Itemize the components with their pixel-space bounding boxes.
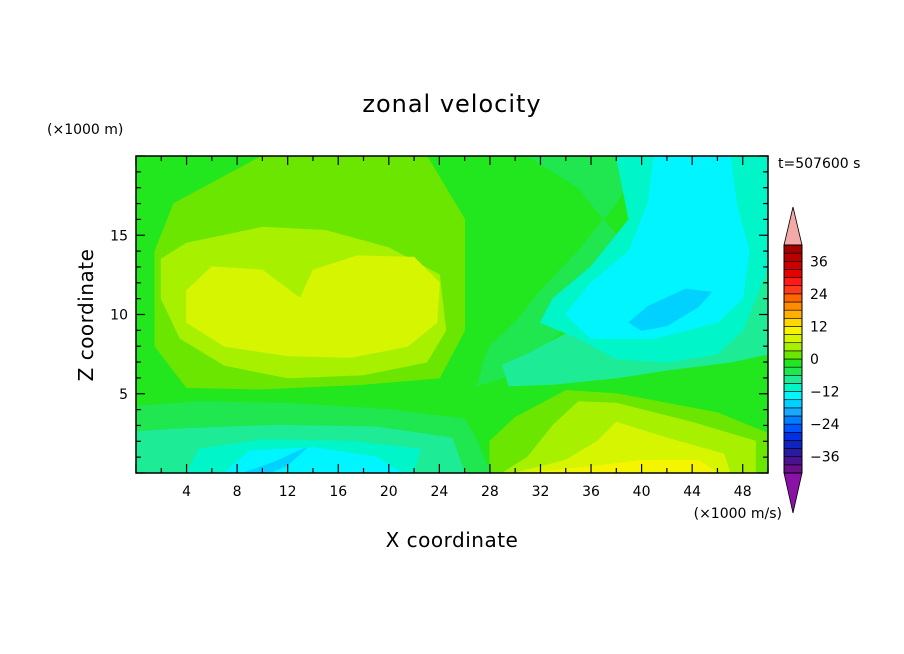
colorbar-swatch — [783, 244, 803, 254]
colorbar-swatch — [783, 407, 803, 417]
colorbar-swatch — [783, 415, 803, 425]
y-axis-label: Z coordinate — [74, 249, 98, 382]
colorbar-label: −12 — [810, 385, 840, 401]
colorbar-swatch — [783, 301, 803, 311]
x-tick-label: 12 — [279, 484, 297, 500]
colorbar-swatch — [783, 350, 803, 360]
x-tick-label: 32 — [532, 484, 550, 500]
colorbar-label: 12 — [810, 319, 828, 335]
colorbar-swatch — [783, 383, 803, 392]
colorbar-swatch — [783, 317, 803, 327]
y-unit-label: (×1000 m) — [47, 122, 123, 138]
colorbar-over-triangle — [783, 206, 803, 246]
colorbar-swatch — [783, 277, 803, 287]
colorbar-swatch — [783, 448, 803, 458]
colorbar-swatch — [783, 293, 803, 303]
colorbar-swatch — [783, 260, 803, 270]
contour-region-18 — [628, 288, 713, 331]
x-tick-label: 20 — [380, 484, 398, 500]
colorbar-swatch — [783, 326, 803, 335]
x-axis-label: X coordinate — [386, 528, 519, 552]
time-label: t=507600 s — [778, 156, 860, 172]
colorbar-swatch — [783, 464, 803, 474]
colorbar-swatch — [783, 269, 803, 278]
colorbar-under-triangle — [783, 472, 803, 514]
colorbar: 36 24 12 0 −12 −24 −36 — [783, 206, 840, 514]
colorbar-swatch — [783, 456, 803, 466]
x-tick-label: 24 — [430, 484, 448, 500]
colorbar-swatch — [783, 399, 803, 409]
x-tick-label: 36 — [582, 484, 600, 500]
x-tick-label: 28 — [481, 484, 499, 500]
colorbar-label: 0 — [810, 352, 819, 368]
colorbar-swatch — [783, 366, 803, 376]
contour-region-3 — [186, 255, 440, 358]
colorbar-swatch — [783, 358, 803, 368]
colorbar-label: 24 — [810, 287, 828, 303]
colorbar-swatch — [783, 431, 803, 441]
colorbar-swatch — [783, 252, 803, 262]
colorbar-swatch — [783, 309, 803, 319]
x-tick-label: 4 — [182, 484, 191, 500]
y-tick-label: 10 — [110, 308, 128, 324]
contour-region-9 — [243, 447, 307, 473]
colorbar-label: 36 — [810, 254, 828, 270]
colorbar-swatch — [783, 423, 803, 433]
y-tick-label: 15 — [110, 228, 128, 244]
colorbar-swatch — [783, 374, 803, 384]
colorbar-swatch — [783, 342, 803, 352]
contour-fill — [136, 156, 768, 473]
colorbar-swatch — [783, 285, 803, 295]
x-tick-label: 48 — [734, 484, 752, 500]
x-tick-label: 44 — [683, 484, 701, 500]
x-tick-label: 40 — [633, 484, 651, 500]
colorbar-label: −36 — [810, 450, 840, 466]
colorbar-frame — [783, 244, 803, 474]
x-tick-label: 8 — [233, 484, 242, 500]
colorbar-label: −24 — [810, 417, 840, 433]
chart-title: zonal velocity — [362, 90, 541, 118]
colorbar-swatch — [783, 440, 803, 449]
y-tick-label: 5 — [119, 387, 128, 403]
contour-region-13 — [527, 459, 719, 473]
colorbar-swatch — [783, 391, 803, 401]
colorbar-swatch — [783, 334, 803, 344]
x-unit-label: (×1000 m/s) — [694, 506, 782, 522]
x-tick-label: 16 — [329, 484, 347, 500]
